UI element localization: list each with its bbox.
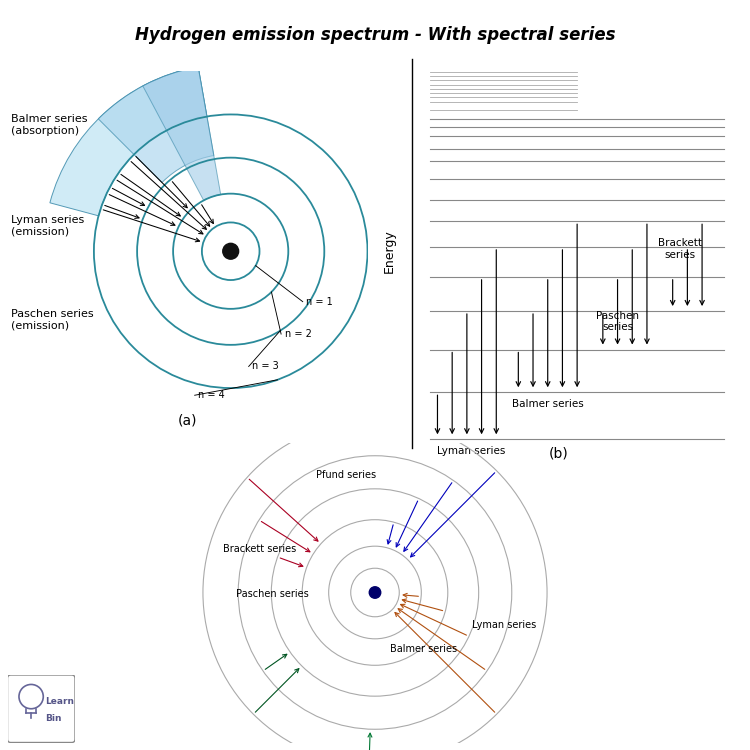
Text: Paschen series: Paschen series	[236, 589, 309, 599]
Text: Energy: Energy	[383, 230, 396, 273]
Text: Hydrogen emission spectrum - With spectral series: Hydrogen emission spectrum - With spectr…	[135, 26, 615, 44]
Text: Brackett
series: Brackett series	[658, 238, 702, 260]
Circle shape	[223, 243, 238, 260]
Text: Learn: Learn	[45, 698, 74, 706]
FancyBboxPatch shape	[8, 675, 75, 742]
Text: Balmer series
(absorption): Balmer series (absorption)	[11, 115, 88, 136]
Circle shape	[369, 586, 381, 598]
Text: Paschen
series: Paschen series	[596, 310, 639, 332]
Text: n = 1: n = 1	[306, 297, 333, 307]
Text: Balmer series: Balmer series	[391, 644, 458, 655]
Text: n = 4: n = 4	[198, 390, 225, 400]
Text: Bin: Bin	[45, 714, 62, 723]
Wedge shape	[98, 67, 214, 182]
Text: Balmer series: Balmer series	[512, 400, 584, 410]
Text: Lyman series: Lyman series	[472, 620, 536, 631]
Text: (b): (b)	[549, 447, 568, 460]
Text: Lyman series
(emission): Lyman series (emission)	[11, 215, 84, 237]
Text: Lyman series: Lyman series	[437, 446, 506, 457]
Text: Brackett series: Brackett series	[223, 544, 296, 554]
Text: Paschen series
(emission): Paschen series (emission)	[11, 309, 94, 331]
Text: (a): (a)	[178, 414, 197, 428]
Wedge shape	[142, 67, 220, 200]
Text: n = 3: n = 3	[252, 362, 279, 371]
Wedge shape	[50, 67, 207, 216]
Text: n = 2: n = 2	[285, 329, 311, 339]
Text: Pfund series: Pfund series	[316, 470, 376, 481]
